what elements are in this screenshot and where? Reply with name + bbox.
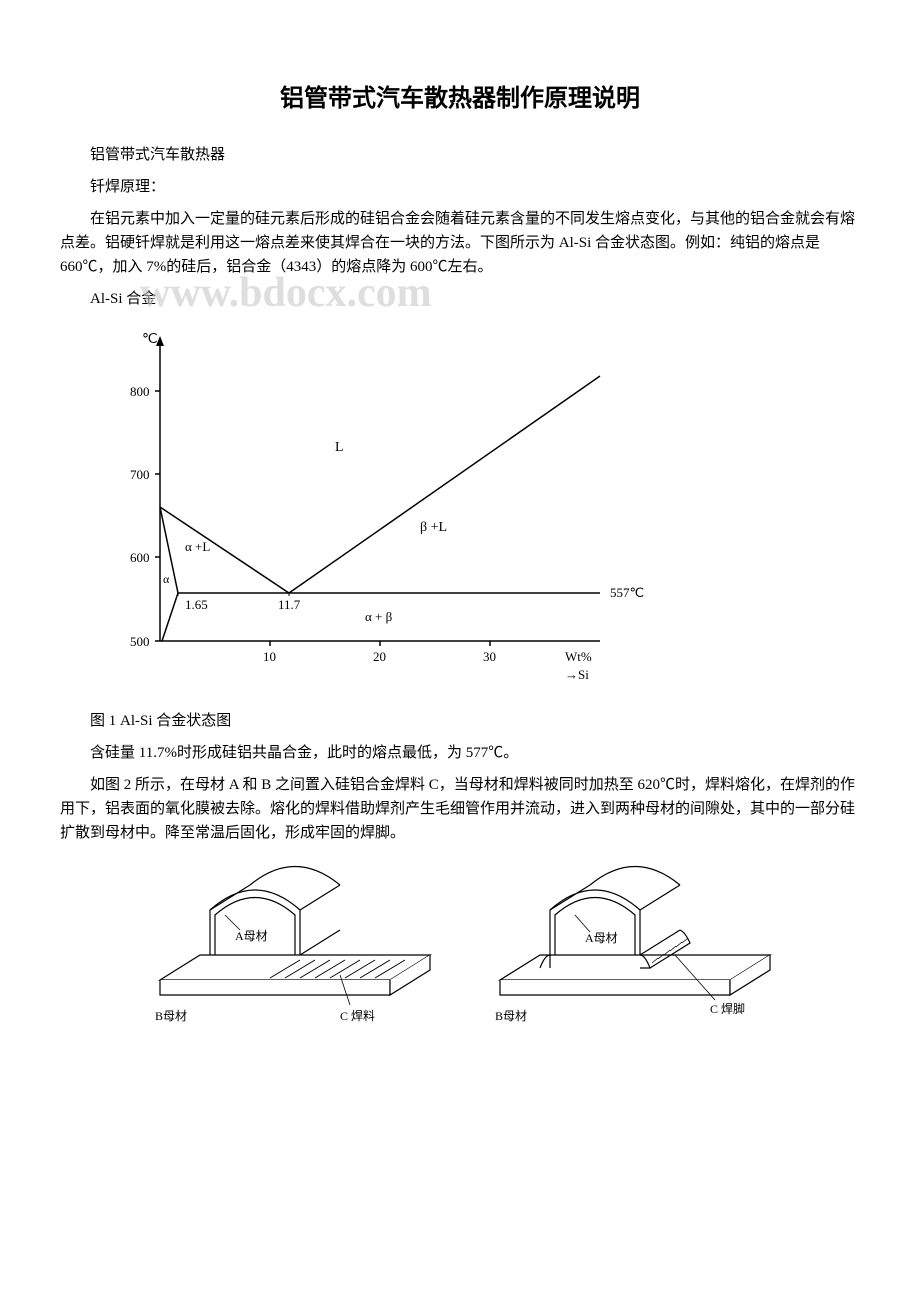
region-alpha-beta: α + β [365, 609, 393, 624]
region-L: L [335, 440, 344, 455]
x-tick-10: 10 [263, 649, 276, 664]
brazing-after-svg: A母材 B母材 C 焊脚 [480, 860, 780, 1030]
page-title: 铝管带式汽车散热器制作原理说明 [60, 80, 860, 118]
phase-diagram-chart: www.bdocx.com ℃ 800 700 600 500 10 20 30… [100, 321, 860, 699]
subtitle: 铝管带式汽车散热器 [60, 143, 860, 167]
label-c-fillet: C 焊脚 [710, 1001, 745, 1016]
label-b-material-right: B母材 [495, 1009, 527, 1023]
y-axis-label: ℃ [142, 332, 158, 347]
x-axis-label: Wt% [565, 649, 592, 664]
section-heading: 钎焊原理： [60, 175, 860, 199]
paragraph-2: 含硅量 11.7%时形成硅铝共晶合金，此时的熔点最低，为 577℃。 [60, 741, 860, 765]
label-a-material-left: A母材 [235, 929, 268, 943]
x-tick-30: 30 [483, 649, 496, 664]
paragraph-1: 在铝元素中加入一定量的硅元素后形成的硅铝合金会随着硅元素含量的不同发生熔点变化，… [60, 207, 860, 279]
label-a-material-right: A母材 [585, 931, 618, 945]
brazing-before-svg: A母材 B母材 C 焊料 [140, 860, 440, 1030]
alloy-label: Al-Si 合金 [60, 287, 860, 311]
eutectic-comp: 11.7 [278, 597, 301, 612]
paragraph-3: 如图 2 所示，在母材 A 和 B 之间置入硅铝合金焊料 C，当母材和焊料被同时… [60, 773, 860, 845]
region-alpha-L: α +L [185, 539, 210, 554]
alpha-limit: 1.65 [185, 597, 208, 612]
label-b-material-left: B母材 [155, 1009, 187, 1023]
brazing-diagram-container: A母材 B母材 C 焊料 [60, 860, 860, 1030]
x-axis-sublabel: →Si [565, 667, 589, 682]
x-tick-20: 20 [373, 649, 386, 664]
region-alpha: α [163, 572, 170, 586]
y-tick-500: 500 [130, 634, 150, 649]
label-c-solder: C 焊料 [340, 1008, 375, 1023]
y-tick-800: 800 [130, 384, 150, 399]
phase-diagram-svg: ℃ 800 700 600 500 10 20 30 Wt% →Si [100, 321, 660, 691]
fig1-caption: 图 1 Al-Si 合金状态图 [60, 709, 860, 733]
region-beta-L: β +L [420, 520, 447, 535]
y-tick-700: 700 [130, 467, 150, 482]
eutectic-temp: 557℃ [610, 585, 644, 600]
y-tick-600: 600 [130, 550, 150, 565]
